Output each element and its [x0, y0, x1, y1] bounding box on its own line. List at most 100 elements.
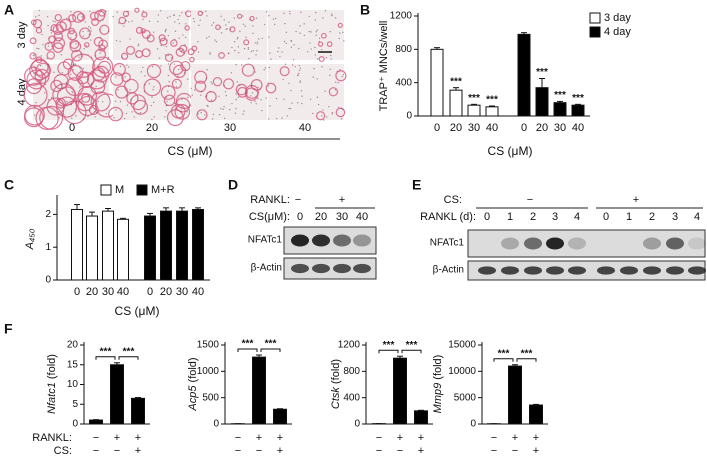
speck	[123, 25, 125, 27]
cell	[98, 8, 106, 17]
speck	[152, 101, 155, 104]
condition: +	[418, 445, 424, 457]
speck	[220, 15, 222, 17]
speck	[200, 94, 202, 96]
speck	[191, 94, 193, 96]
speck	[317, 103, 320, 106]
legend-label: M	[115, 184, 124, 196]
speck	[331, 14, 333, 17]
band	[312, 263, 330, 274]
speck	[325, 56, 328, 59]
gene-name: Mmp9	[432, 383, 444, 414]
speck	[298, 69, 301, 72]
band	[312, 234, 330, 247]
speck	[272, 18, 275, 20]
cell	[34, 68, 50, 84]
speck	[84, 71, 87, 73]
x-tick-label: 40	[117, 286, 129, 298]
speck	[126, 104, 129, 106]
speck	[148, 20, 151, 23]
cell	[189, 56, 195, 63]
y-tick-label: 15000	[448, 340, 476, 351]
speck	[290, 40, 293, 42]
speck	[329, 68, 331, 71]
speck	[257, 86, 259, 89]
band	[568, 237, 586, 250]
cell	[130, 94, 147, 111]
cell	[23, 66, 44, 86]
speck	[43, 92, 46, 94]
speck	[295, 30, 297, 33]
x-tick-label: 40	[192, 286, 204, 298]
cell	[320, 32, 327, 39]
significance: ***	[521, 348, 533, 359]
significance: ***	[486, 95, 498, 106]
cell	[141, 11, 148, 18]
cell	[23, 107, 44, 128]
speck	[33, 114, 36, 116]
speck	[342, 74, 345, 76]
speck	[309, 98, 312, 101]
x-tick-label: 20	[160, 286, 172, 298]
y-tick-label: 500	[202, 392, 219, 403]
speck	[249, 18, 251, 20]
condition: −	[527, 194, 533, 206]
speck	[289, 12, 291, 15]
speck	[151, 96, 153, 98]
cell	[124, 78, 139, 94]
speck	[52, 20, 54, 22]
speck	[177, 68, 180, 71]
bar	[86, 215, 98, 281]
cell	[170, 39, 178, 47]
speck	[153, 31, 155, 33]
speck	[278, 47, 280, 49]
speck	[315, 34, 317, 36]
cell	[237, 86, 248, 98]
speck	[290, 89, 292, 92]
speck	[261, 109, 263, 112]
speck	[247, 48, 250, 50]
speck	[250, 95, 252, 97]
speck	[164, 54, 167, 56]
speck	[66, 17, 68, 20]
speck	[342, 108, 344, 111]
speck	[167, 34, 170, 37]
speck	[121, 56, 124, 59]
x-axis-label: CS (μM)	[488, 144, 533, 158]
speck	[233, 17, 236, 19]
x-tick-label: 30	[102, 286, 114, 298]
speck	[334, 81, 337, 83]
speck	[58, 111, 60, 113]
speck	[46, 15, 49, 18]
speck	[336, 70, 339, 73]
significance: ***	[468, 93, 480, 104]
bar	[414, 410, 428, 425]
speck	[82, 35, 85, 37]
cell	[91, 18, 100, 27]
speck	[205, 96, 207, 98]
speck	[175, 81, 177, 83]
speck	[281, 117, 283, 119]
cell	[71, 49, 83, 62]
condition: +	[533, 445, 539, 457]
speck	[242, 113, 244, 115]
speck	[290, 46, 293, 48]
speck	[285, 31, 288, 34]
speck	[205, 95, 208, 97]
speck	[142, 18, 144, 21]
y-axis-label: Nfatc1 (fold)	[46, 354, 58, 414]
band	[620, 266, 638, 275]
speck	[226, 28, 228, 30]
significance: ***	[498, 348, 510, 359]
cell	[279, 66, 290, 77]
band	[524, 266, 542, 275]
speck	[329, 31, 331, 33]
blot-label: β-Actin	[251, 263, 282, 274]
x-tick-label: 30	[468, 122, 480, 134]
legend-swatch	[589, 26, 601, 38]
speck	[97, 100, 99, 103]
cell	[69, 40, 82, 53]
speck	[65, 82, 68, 84]
speck	[299, 80, 302, 82]
speck	[299, 81, 301, 84]
